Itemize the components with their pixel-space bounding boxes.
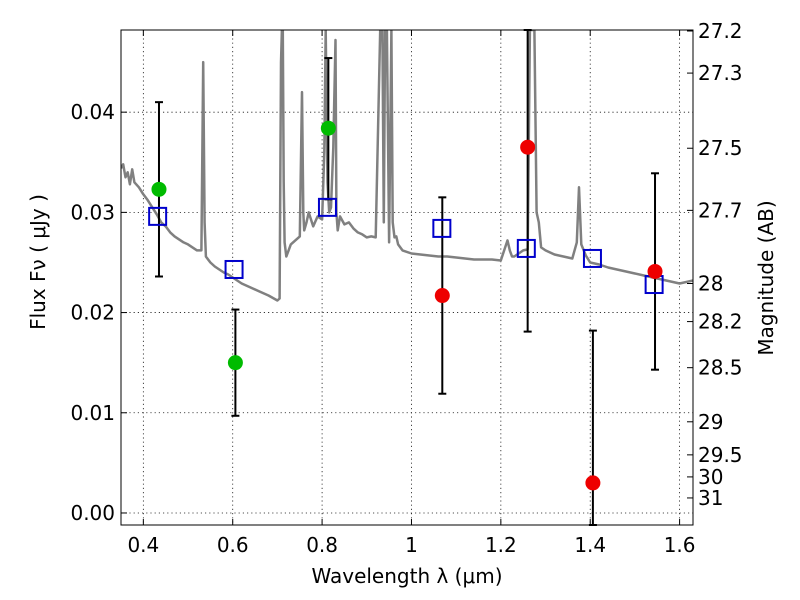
- magnitude-tick-label: 28: [698, 272, 723, 296]
- observed-photometry-points: [151, 120, 663, 491]
- y-tick-label: 0.02: [70, 301, 115, 325]
- observed-red-point: [585, 475, 601, 491]
- right-axis-label: Magnitude (AB): [754, 200, 778, 355]
- y-tick-label: 0.00: [70, 501, 115, 525]
- observed-green-point: [227, 355, 243, 371]
- observed-green-point: [320, 120, 336, 136]
- observed-red-point: [520, 139, 536, 155]
- model-photometry-square: [148, 206, 168, 226]
- sed-model-curve: [121, 30, 693, 302]
- magnitude-tick-label: 30: [698, 465, 723, 489]
- model-photometry-markers: [148, 197, 664, 295]
- y-tick-label: 0.04: [70, 100, 115, 124]
- x-tick-label: 0.8: [306, 533, 338, 557]
- x-tick-label: 1: [405, 533, 418, 557]
- magnitude-tick-label: 31: [698, 486, 723, 510]
- magnitude-tick-label: 27.2: [698, 19, 743, 43]
- model-photometry-square: [432, 218, 452, 238]
- plot-frame: [120, 29, 694, 526]
- model-photometry-square: [582, 248, 602, 268]
- model-photometry-square: [516, 238, 536, 258]
- x-tick-label: 1.4: [574, 533, 606, 557]
- x-tick-label: 1.6: [664, 533, 696, 557]
- model-photometry-square: [317, 197, 337, 217]
- magnitude-tick-label: 27.7: [698, 198, 743, 222]
- observed-red-point: [647, 263, 663, 279]
- x-tick-label: 0.4: [127, 533, 159, 557]
- y-axis-ticks: 0.00 0.01 0.02 0.03 0.04: [70, 100, 127, 525]
- magnitude-tick-label: 27.3: [698, 61, 743, 85]
- y-tick-label: 0.01: [70, 401, 115, 425]
- observed-red-point: [434, 288, 450, 304]
- grid: [121, 30, 693, 525]
- y-tick-label: 0.03: [70, 200, 115, 224]
- magnitude-tick-label: 29: [698, 410, 723, 434]
- model-photometry-square: [224, 259, 244, 279]
- x-axis-ticks: 0.4 0.6 0.8 1 1.2 1.4 1.6: [127, 30, 696, 557]
- x-axis-label: Wavelength λ (μm): [311, 564, 502, 588]
- x-tick-label: 0.6: [217, 533, 249, 557]
- magnitude-tick-label: 27.5: [698, 136, 743, 160]
- y-axis-label: Flux Fν ( μJy ): [26, 194, 50, 330]
- x-tick-label: 1.2: [485, 533, 517, 557]
- magnitude-tick-label: 28.2: [698, 310, 743, 334]
- magnitude-tick-label: 29.5: [698, 443, 743, 467]
- observed-green-point: [151, 181, 167, 197]
- magnitude-tick-label: 28.5: [698, 356, 743, 380]
